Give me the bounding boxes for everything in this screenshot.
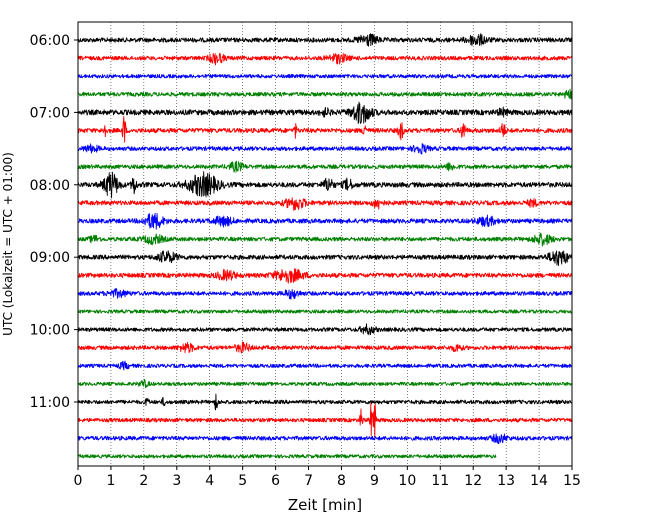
y-axis-label: UTC (Lokalzeit = UTC + 01:00) — [1, 152, 15, 336]
y-axis-ticks: 06:00 07:00 08:00 09:00 10:00 11:00 — [30, 33, 78, 411]
x-tick-label: 9 — [370, 473, 379, 489]
trace-0930 — [77, 288, 573, 300]
trace-0700 — [77, 101, 573, 124]
y-tick-label: 09:00 — [30, 250, 70, 266]
trace-0730 — [77, 143, 573, 155]
trace-1145 — [77, 454, 497, 459]
x-tick-label: 8 — [337, 473, 346, 489]
trace-0915 — [77, 268, 573, 284]
plot-frame — [77, 21, 573, 467]
trace-0830 — [77, 212, 573, 230]
x-axis-label: Zeit [min] — [288, 496, 362, 514]
x-tick-label: 15 — [563, 473, 581, 489]
trace-1130 — [77, 433, 573, 445]
x-tick-label: 0 — [74, 473, 83, 489]
trace-0630 — [77, 73, 573, 79]
x-tick-label: 12 — [464, 473, 482, 489]
x-tick-label: 10 — [398, 473, 416, 489]
x-tick-label: 6 — [271, 473, 280, 489]
trace-1000 — [77, 323, 573, 336]
x-tick-label: 14 — [530, 473, 548, 489]
trace-0900 — [77, 250, 573, 267]
seismic-traces — [77, 33, 573, 459]
trace-1045 — [77, 379, 573, 389]
x-tick-label: 7 — [304, 473, 313, 489]
trace-0815 — [77, 197, 573, 211]
y-tick-label: 10:00 — [30, 323, 70, 339]
trace-0615 — [77, 52, 573, 66]
x-tick-label: 1 — [106, 473, 115, 489]
y-tick-label: 07:00 — [30, 105, 70, 121]
trace-0945 — [77, 309, 573, 314]
x-tick-label: 4 — [205, 473, 214, 489]
x-tick-label: 3 — [172, 473, 181, 489]
trace-1100 — [77, 393, 573, 411]
trace-1030 — [77, 360, 573, 371]
trace-1015 — [77, 341, 573, 354]
trace-0600 — [77, 33, 573, 47]
y-tick-label: 06:00 — [30, 33, 70, 49]
x-tick-label: 5 — [238, 473, 247, 489]
trace-0745 — [77, 160, 573, 173]
trace-0715 — [77, 116, 573, 143]
grid-lines — [110, 22, 540, 466]
trace-0645 — [77, 88, 573, 100]
y-tick-label: 08:00 — [30, 178, 70, 194]
x-tick-label: 11 — [431, 473, 449, 489]
x-tick-label: 13 — [497, 473, 515, 489]
x-tick-label: 2 — [139, 473, 148, 489]
x-axis-ticks: 0 1 2 3 4 5 6 7 8 9 10 11 12 13 14 15 — [74, 466, 581, 489]
trace-0845 — [77, 232, 573, 247]
trace-1115 — [77, 402, 573, 439]
trace-0800 — [77, 171, 573, 199]
y-tick-label: 11:00 — [30, 395, 70, 411]
